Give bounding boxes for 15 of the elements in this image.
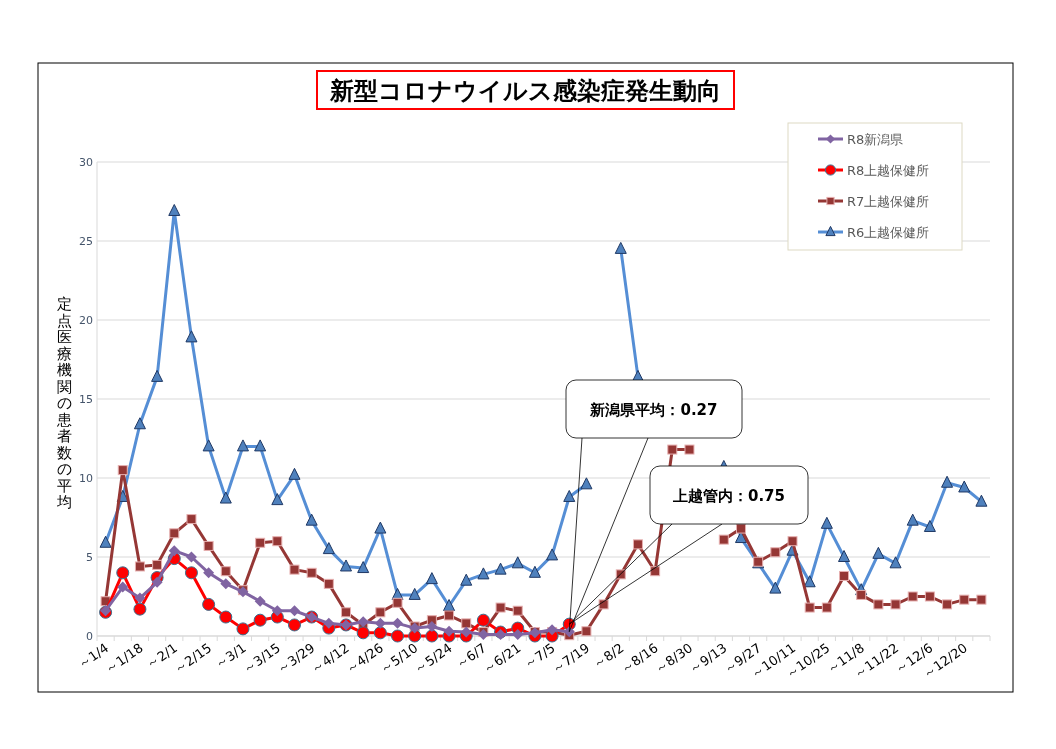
legend-label: R6上越保健所 — [847, 225, 930, 240]
y-tick-label: 0 — [86, 630, 93, 643]
annotation: 新潟県平均：0.27 — [589, 401, 718, 419]
y-tick-label: 30 — [79, 156, 93, 169]
legend-label: R8上越保健所 — [847, 163, 930, 178]
legend-label: R7上越保健所 — [847, 194, 930, 209]
chart-title: 新型コロナウイルス感染症発生動向 — [328, 77, 721, 105]
text: 定点医療機関の患者数の平均 — [56, 295, 72, 511]
y-tick-label: 20 — [79, 314, 93, 327]
y-tick-label: 10 — [79, 472, 93, 485]
legend-label: R8新潟県 — [847, 132, 904, 147]
annotation: 上越管内：0.75 — [671, 487, 786, 505]
y-tick-label: 5 — [86, 551, 93, 564]
y-tick-label: 15 — [79, 393, 93, 406]
y-tick-label: 25 — [79, 235, 93, 248]
